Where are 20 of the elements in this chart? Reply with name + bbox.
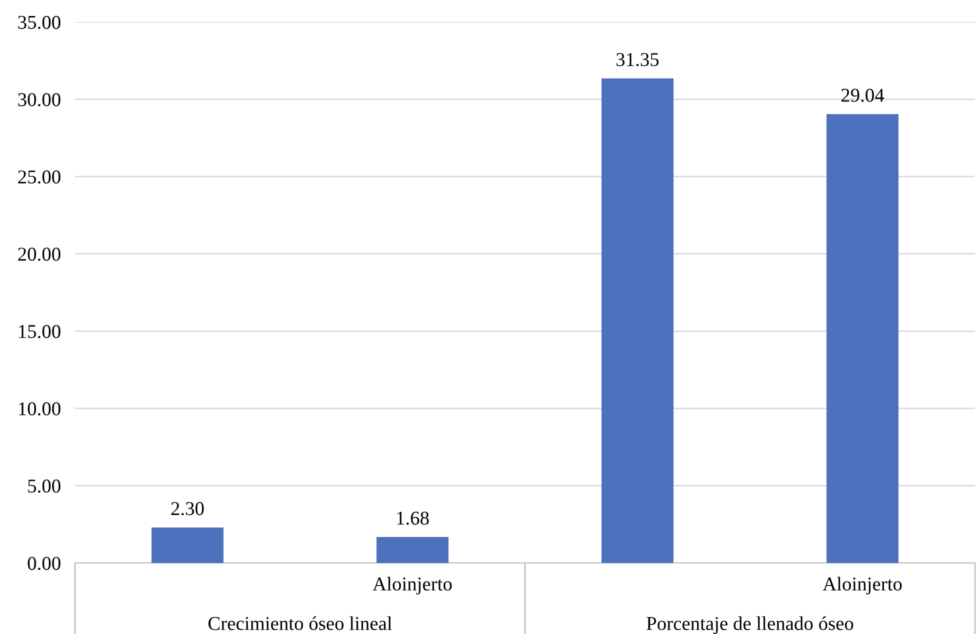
text: Porcentaje de llenado óseo bbox=[646, 616, 854, 634]
y-tick-label: 15.00 bbox=[19, 324, 60, 338]
y-tick-label: 10.00 bbox=[19, 402, 60, 416]
y-tick-label: 5.00 bbox=[28, 480, 60, 493]
bar bbox=[602, 78, 674, 563]
y-tick-label: 25.00 bbox=[18, 170, 60, 184]
y-tick-label: 0.00 bbox=[28, 556, 60, 570]
x-tick-label: Aloinjerto bbox=[822, 576, 902, 595]
y-tick-label: 30.00 bbox=[18, 93, 60, 106]
data-label: 29.04 bbox=[841, 88, 884, 102]
y-tick-label: 35.00 bbox=[18, 16, 60, 30]
bar bbox=[376, 537, 448, 563]
data-label: 31.35 bbox=[616, 53, 659, 66]
bar bbox=[152, 527, 224, 563]
bar bbox=[826, 114, 898, 563]
y-tick-label: 20.00 bbox=[18, 248, 60, 261]
data-label: 1.68 bbox=[397, 512, 429, 525]
text: Crecimiento óseo lineal bbox=[208, 616, 392, 630]
data-label: 2.30 bbox=[171, 502, 204, 516]
x-tick-label: Aloinjerto bbox=[372, 576, 452, 595]
